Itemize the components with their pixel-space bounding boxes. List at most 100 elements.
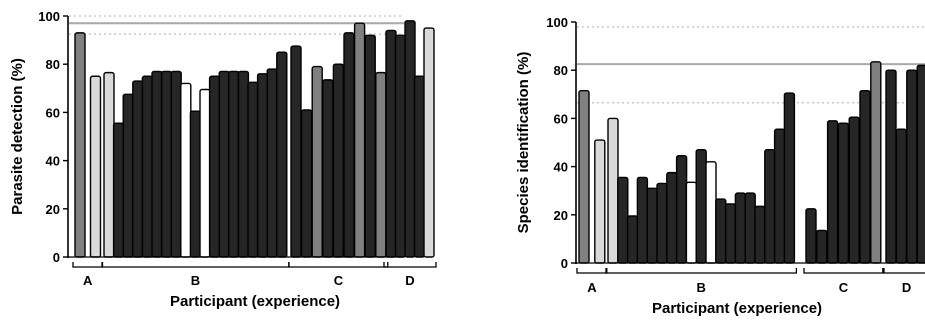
y-tick-label-80: 80	[554, 63, 568, 78]
y-tick-label-60: 60	[554, 111, 568, 126]
bar-b-12	[715, 198, 727, 264]
group-label-a: A	[83, 273, 93, 288]
y-tick-label-100: 100	[546, 15, 568, 30]
bar-b-8	[170, 70, 182, 258]
bar-b-5	[141, 75, 154, 258]
bar-b-16	[247, 81, 259, 258]
bar-a-1	[74, 32, 86, 258]
x-axis-title: Participant (experience)	[170, 293, 340, 310]
bar-b-9	[685, 181, 698, 264]
bar-d-4	[916, 64, 925, 264]
bar-a-2	[89, 75, 102, 258]
group-label-d: D	[902, 280, 911, 295]
bar-b-12	[208, 75, 221, 258]
chart-panel-parasite-detection: A B C D 0 20 40 60 80 100 Parasite detection (%) Pa…	[9, 9, 437, 310]
bar-c-6	[343, 32, 355, 258]
bar-b-19	[276, 51, 288, 258]
bar-b-10	[189, 110, 202, 258]
bar-b-3	[122, 93, 134, 258]
bar-b-3	[626, 215, 639, 264]
chart-panel-species-identification: A B C D 0 20 40 60 80 100 Species identification (…	[515, 15, 925, 317]
bar-b-13	[724, 203, 737, 264]
y-tick-label-40: 40	[46, 154, 60, 169]
bar-b-15	[237, 70, 250, 258]
bar-c-8	[364, 34, 376, 258]
x-axis-title: Participant (experience)	[652, 300, 822, 317]
group-label-b: B	[191, 273, 200, 288]
bar-b-13	[218, 70, 230, 258]
bar-c-5	[332, 63, 345, 258]
bar-b-6	[656, 182, 668, 264]
group-label-a: A	[587, 280, 597, 295]
bar-b-1	[103, 71, 115, 258]
bar-b-4	[636, 176, 649, 264]
bar-b-17	[256, 73, 269, 258]
bar-b-18	[773, 128, 786, 264]
group-bracket-b	[605, 268, 798, 274]
bar-b-7	[160, 70, 173, 258]
group-bracket-a	[72, 262, 104, 268]
bar-b-15	[744, 192, 756, 264]
bar-c-7	[870, 61, 882, 264]
bar-c-3	[826, 120, 839, 264]
bar-c-7	[353, 22, 366, 258]
bar-c-6	[859, 89, 871, 264]
bar-d-4	[413, 75, 426, 258]
group-bracket-c	[288, 262, 389, 268]
group-label-d: D	[405, 273, 414, 288]
y-tick-label-0: 0	[561, 256, 568, 271]
bar-b-14	[228, 70, 240, 258]
bar-c-9	[375, 71, 387, 258]
bar-d-3	[404, 20, 416, 258]
bar-b-11	[199, 88, 211, 258]
bar-a-2	[594, 139, 606, 264]
bar-b-5	[646, 187, 658, 264]
bar-a-1	[578, 89, 590, 264]
y-tick-label-40: 40	[554, 160, 568, 175]
y-tick-label-20: 20	[46, 202, 60, 217]
bar-b-11	[705, 161, 717, 264]
y-tick-label-0: 0	[53, 250, 60, 265]
group-bracket-a	[576, 268, 608, 274]
bar-b-2	[617, 176, 629, 264]
group-bracket-c	[803, 268, 884, 274]
group-label-c: C	[839, 280, 849, 295]
bar-c-4	[837, 122, 850, 264]
y-tick-label-80: 80	[46, 57, 60, 72]
bar-b-17	[764, 149, 776, 264]
bar-b-1	[607, 117, 619, 264]
bar-b-9	[180, 82, 192, 258]
group-bracket-d	[383, 262, 437, 268]
bar-c-3	[311, 65, 323, 258]
y-axis-title: Parasite detection (%)	[9, 58, 26, 215]
bar-c-2	[816, 229, 828, 264]
group-bracket-b	[101, 262, 290, 268]
bar-b-16	[754, 205, 766, 264]
bar-b-19	[783, 92, 796, 264]
bar-c-1	[805, 208, 817, 264]
y-tick-label-60: 60	[46, 105, 60, 120]
bar-b-18	[266, 68, 278, 258]
bar-b-6	[151, 70, 163, 258]
bar-c-4	[322, 79, 334, 258]
bar-d-1	[885, 69, 897, 264]
bar-d-3	[906, 69, 918, 264]
y-tick-label-100: 100	[38, 9, 60, 24]
bar-c-2	[300, 109, 313, 258]
bar-b-2	[112, 122, 125, 258]
group-bracket-d	[883, 268, 925, 274]
group-label-c: C	[334, 273, 344, 288]
bar-b-14	[734, 192, 747, 264]
group-label-b: B	[697, 280, 706, 295]
bar-b-4	[132, 80, 144, 258]
bar-b-8	[675, 155, 688, 264]
y-axis-title: Species identification (%)	[515, 52, 532, 234]
y-tick-label-20: 20	[554, 208, 568, 223]
bar-c-5	[848, 116, 860, 264]
bar-d-2	[394, 34, 407, 258]
bar-d-5	[423, 27, 435, 258]
bar-d-2	[895, 128, 908, 264]
bar-c-1	[290, 45, 302, 258]
bar-b-10	[695, 149, 707, 264]
